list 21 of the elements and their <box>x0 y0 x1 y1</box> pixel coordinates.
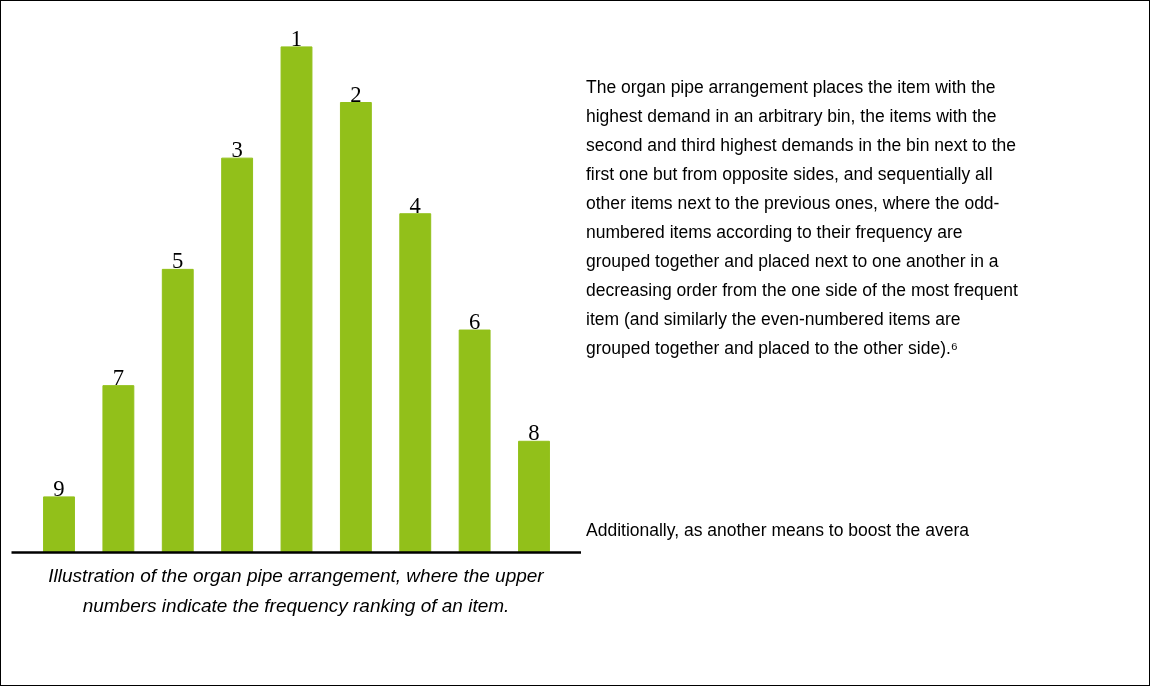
bar <box>161 268 194 553</box>
bar <box>458 329 491 553</box>
annotation: 3 <box>231 137 243 163</box>
text: Additionally, as another means to boost the avera <box>586 519 969 542</box>
annotation: 9 <box>53 475 65 501</box>
annotation: 4 <box>409 192 421 218</box>
bar <box>399 213 432 553</box>
text: Illustration of the organ pipe arrangement, where the upper numbers indicate the frequency ranking of an item. <box>47 564 545 618</box>
annotation: 2 <box>350 81 362 107</box>
text: The organ pipe arrangement places the item with the highest demand in an arbitrary bin, the items with the second and third highest demands in the bin next to the first one but from opposite sides, and sequentially all other items next to the previous ones, where the odd-numbered items according to their frequency are grouped together and placed next to one another in a decreasing order from the one side of the most frequent item (and similarly the even-numbered items are grouped together and placed to the other side).⁶ <box>586 77 1018 358</box>
bar <box>280 46 313 553</box>
annotation: 6 <box>468 309 481 335</box>
bar <box>221 157 254 553</box>
bar <box>43 496 75 553</box>
annotation: 1 <box>290 25 303 51</box>
annotation: 5 <box>172 248 184 274</box>
bar <box>518 440 550 553</box>
annotation: 7 <box>112 364 125 390</box>
bar <box>339 102 372 553</box>
annotation: 8 <box>528 420 540 446</box>
bar <box>102 385 135 553</box>
